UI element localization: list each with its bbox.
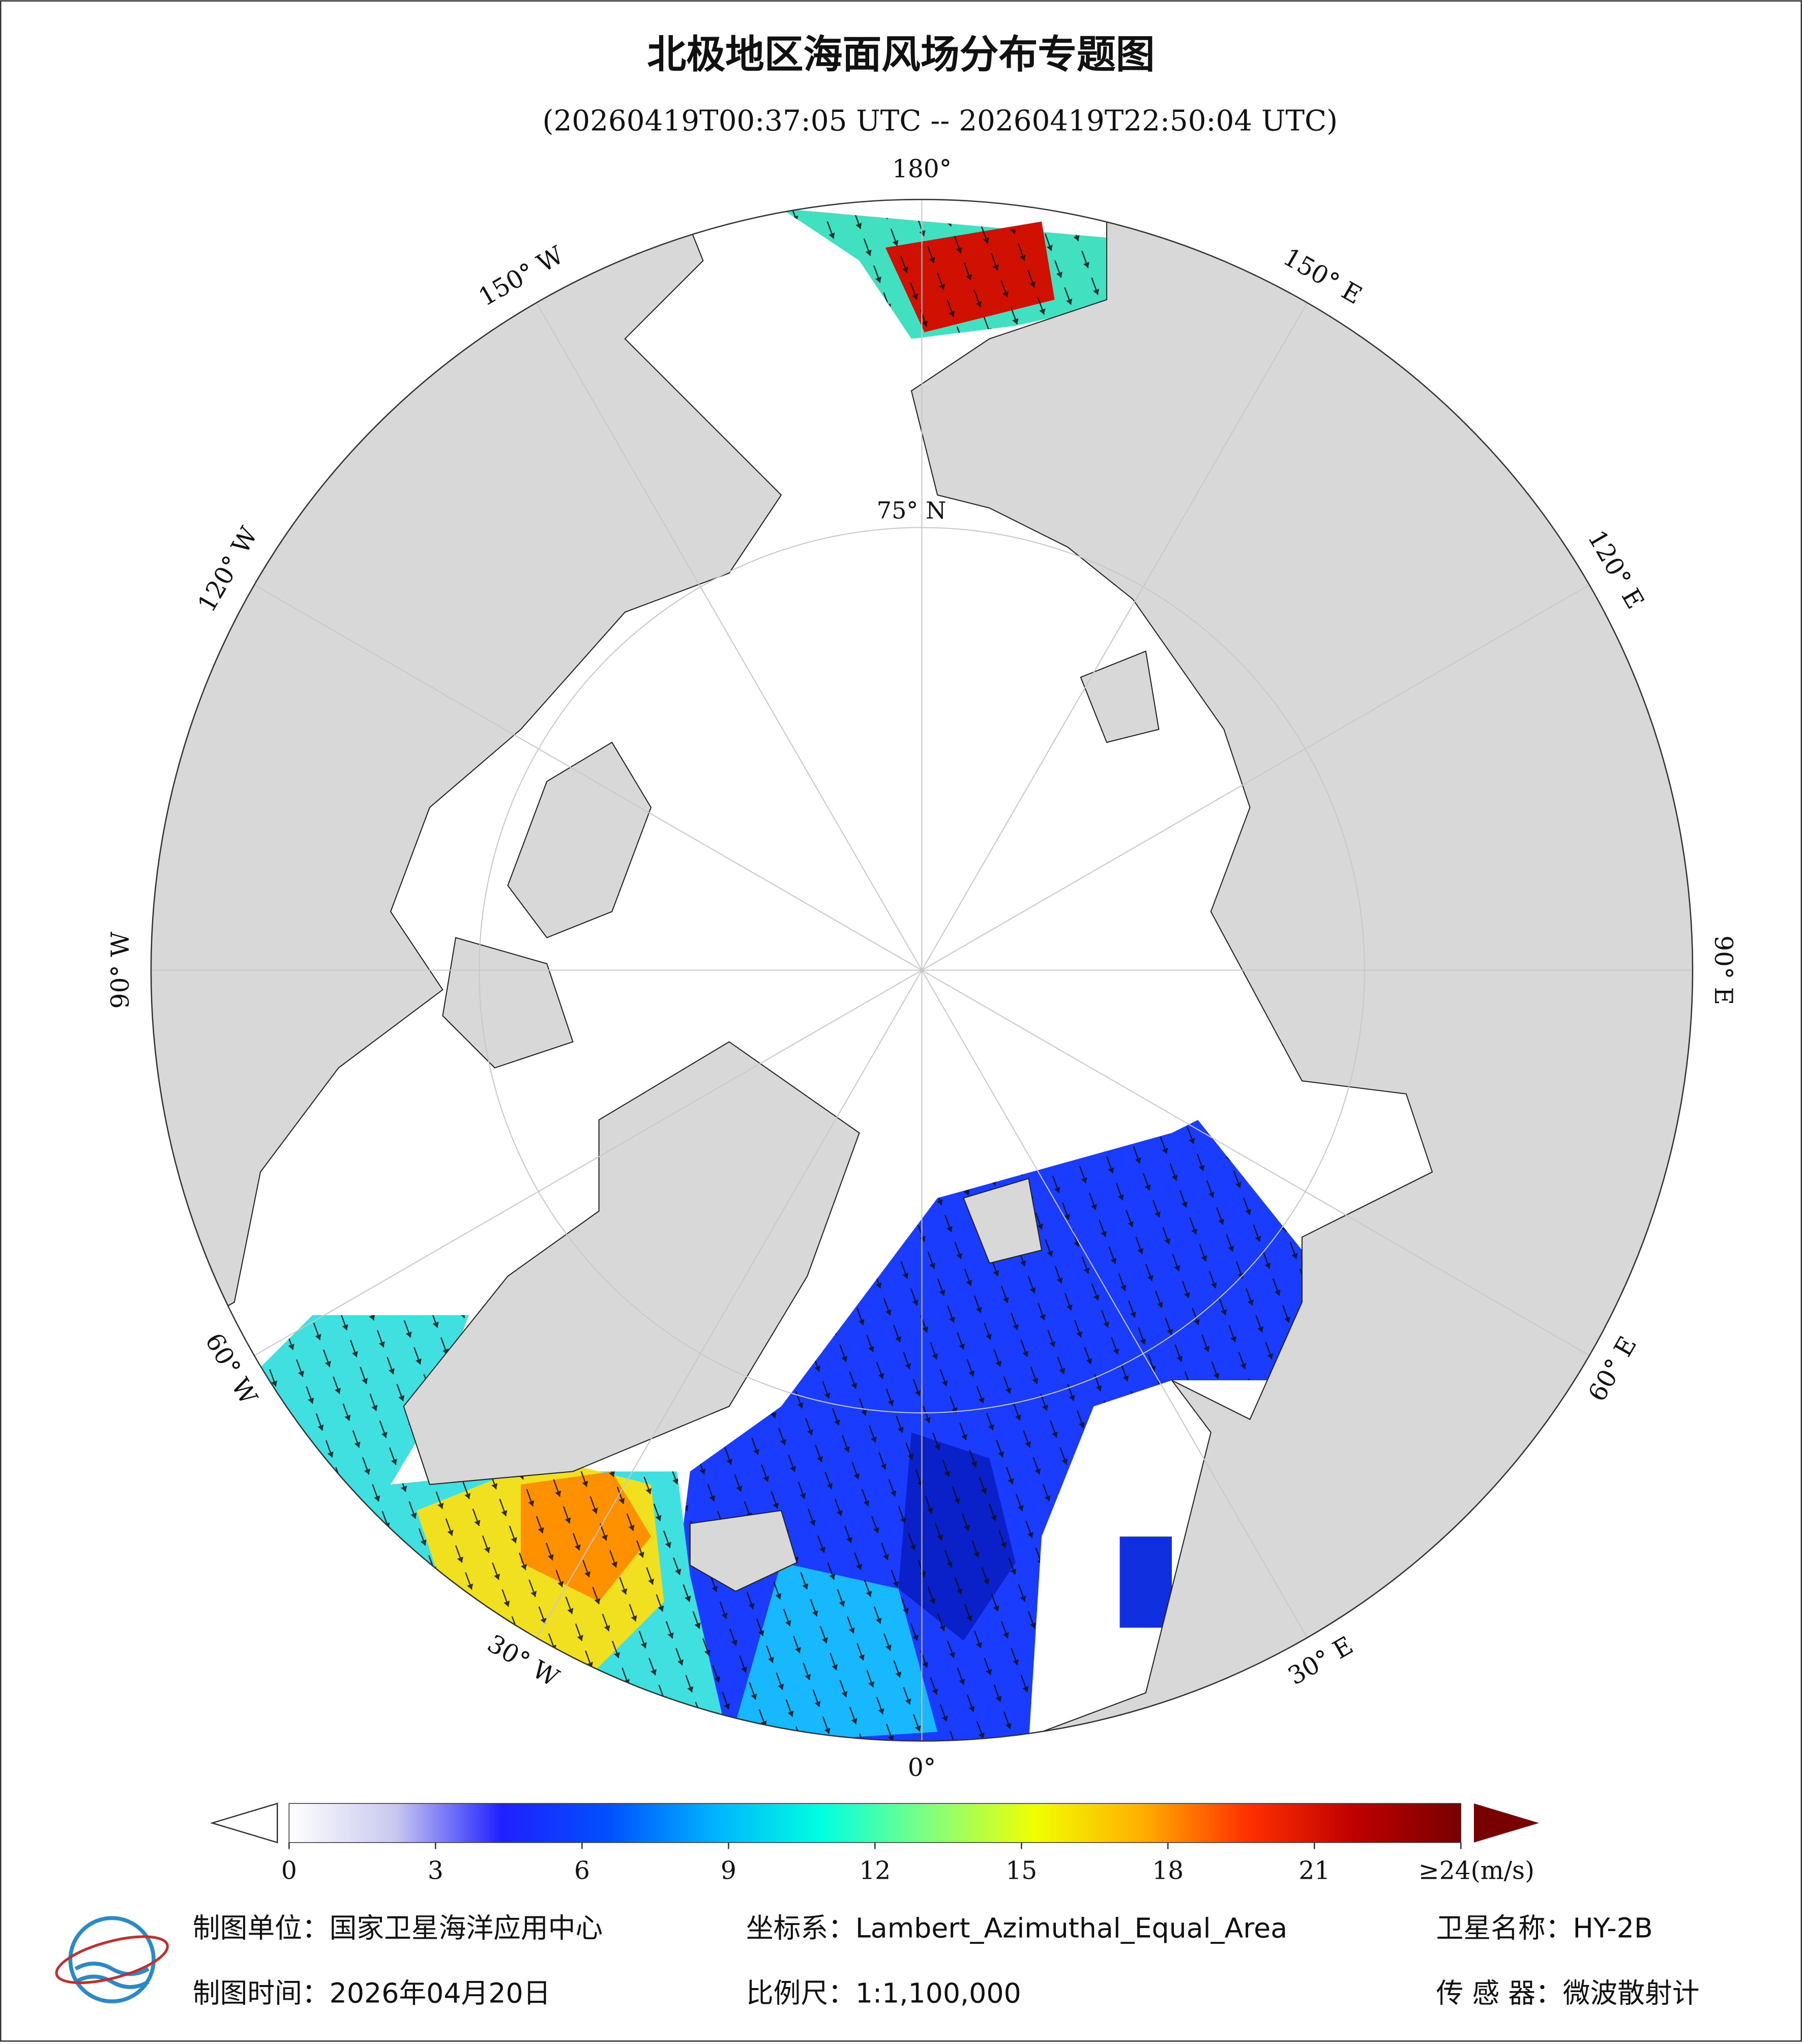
colorbar: 0 3 6 9 12 15 18 21 ≥24(m/s) <box>210 1802 1539 1885</box>
meridian <box>921 970 1308 1638</box>
meridian <box>921 584 1590 971</box>
meridian <box>921 969 1590 1356</box>
wind-arrows <box>260 1315 729 1741</box>
svalbard <box>963 1177 1043 1264</box>
colorbar-tick-label: 15 <box>1006 1857 1037 1885</box>
graticule <box>151 199 1693 1741</box>
iceland <box>689 1509 797 1592</box>
longitude-label: 0° <box>908 1754 936 1782</box>
footer-coordinate-system: 坐标系：Lambert_Azimuthal_Equal_Area <box>746 1912 1287 1944</box>
colorbar-tick-label: 6 <box>574 1857 590 1885</box>
colorbar-bar <box>288 1803 1462 1843</box>
footer-satellite: 卫星名称：HY-2B <box>1436 1912 1653 1944</box>
wind-arrows <box>781 209 1146 339</box>
colorbar-over <box>1473 1803 1539 1843</box>
wind-arrows <box>677 1120 1302 1741</box>
latitude-label: 75° N <box>877 496 947 524</box>
title: 北极地区海面风场分布专题图 <box>647 33 1155 78</box>
meridian <box>536 970 923 1638</box>
meridian <box>536 302 923 971</box>
longitude-label: 90° W <box>106 932 135 1009</box>
longitude-label: 180° <box>892 155 952 183</box>
footer-scale: 比例尺：1:1,100,000 <box>746 1977 1021 2009</box>
colorbar-tick-label: 9 <box>721 1857 736 1885</box>
colorbar-tick-label: ≥24(m/s) <box>1419 1857 1534 1885</box>
longitude-label: 90° E <box>1709 935 1737 1005</box>
meridian <box>254 584 922 971</box>
island <box>507 742 652 938</box>
logo <box>55 1916 169 2003</box>
colorbar-tick-label: 18 <box>1152 1857 1184 1885</box>
colorbar-tick-label: 12 <box>859 1857 891 1885</box>
colorbar-tick-label: 21 <box>1298 1857 1330 1885</box>
footer-unit: 制图单位：国家卫星海洋应用中心 <box>193 1912 603 1944</box>
footer-sensor: 传 感 器：微波散射计 <box>1436 1977 1700 2009</box>
colorbar-tick-label: 0 <box>281 1857 297 1885</box>
wind-patch <box>1119 1536 1172 1628</box>
colorbar-tick-label: 3 <box>428 1857 444 1885</box>
map <box>151 199 1693 1741</box>
map-border <box>150 198 1694 1742</box>
greenland <box>403 1041 860 1485</box>
meridian <box>921 302 1308 971</box>
meridian <box>254 969 922 1356</box>
colorbar-under <box>210 1802 278 1844</box>
subtitle: (20260419T00:37:05 UTC -- 20260419T22:50… <box>543 104 1338 137</box>
footer-date: 制图时间：2026年04月20日 <box>193 1977 551 2009</box>
island <box>1080 650 1160 743</box>
